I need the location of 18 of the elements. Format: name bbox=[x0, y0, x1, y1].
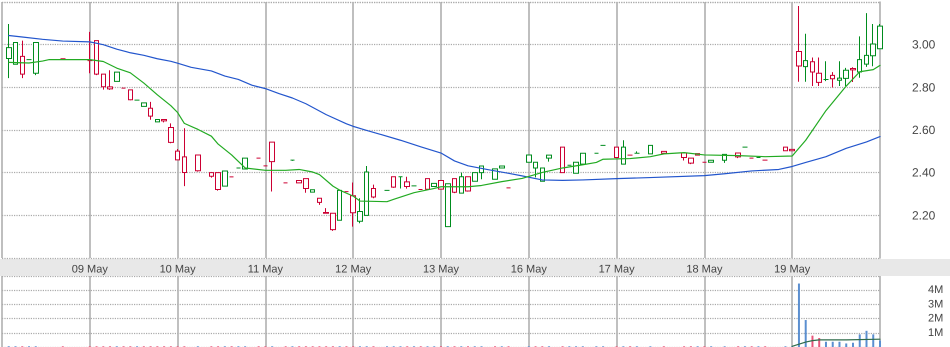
x-tick-label: 17 May bbox=[598, 264, 636, 276]
y-tick-label: 2.80 bbox=[912, 80, 936, 94]
x-tick-label: 12 May bbox=[335, 264, 372, 276]
y-tick-label: 2.40 bbox=[912, 166, 936, 180]
y-tick-label: 2.60 bbox=[912, 123, 936, 137]
y-tick-label: 2M bbox=[928, 312, 944, 325]
y-tick-label: 4M bbox=[928, 284, 944, 296]
y-tick-label: 3.00 bbox=[912, 38, 936, 52]
x-tick-label: 18 May bbox=[686, 264, 723, 276]
x-tick-label: 09 May bbox=[72, 264, 108, 276]
y-tick-label: 2.20 bbox=[912, 208, 936, 222]
x-tick-label: 11 May bbox=[248, 264, 284, 276]
x-tick-label: 13 May bbox=[422, 264, 460, 276]
y-tick-label: 1M bbox=[928, 326, 944, 339]
x-tick-label: 16 May bbox=[510, 264, 548, 276]
x-tick-label: 10 May bbox=[160, 264, 196, 276]
y-tick-label: 3M bbox=[928, 298, 944, 310]
x-tick-label: 19 May bbox=[774, 264, 811, 276]
